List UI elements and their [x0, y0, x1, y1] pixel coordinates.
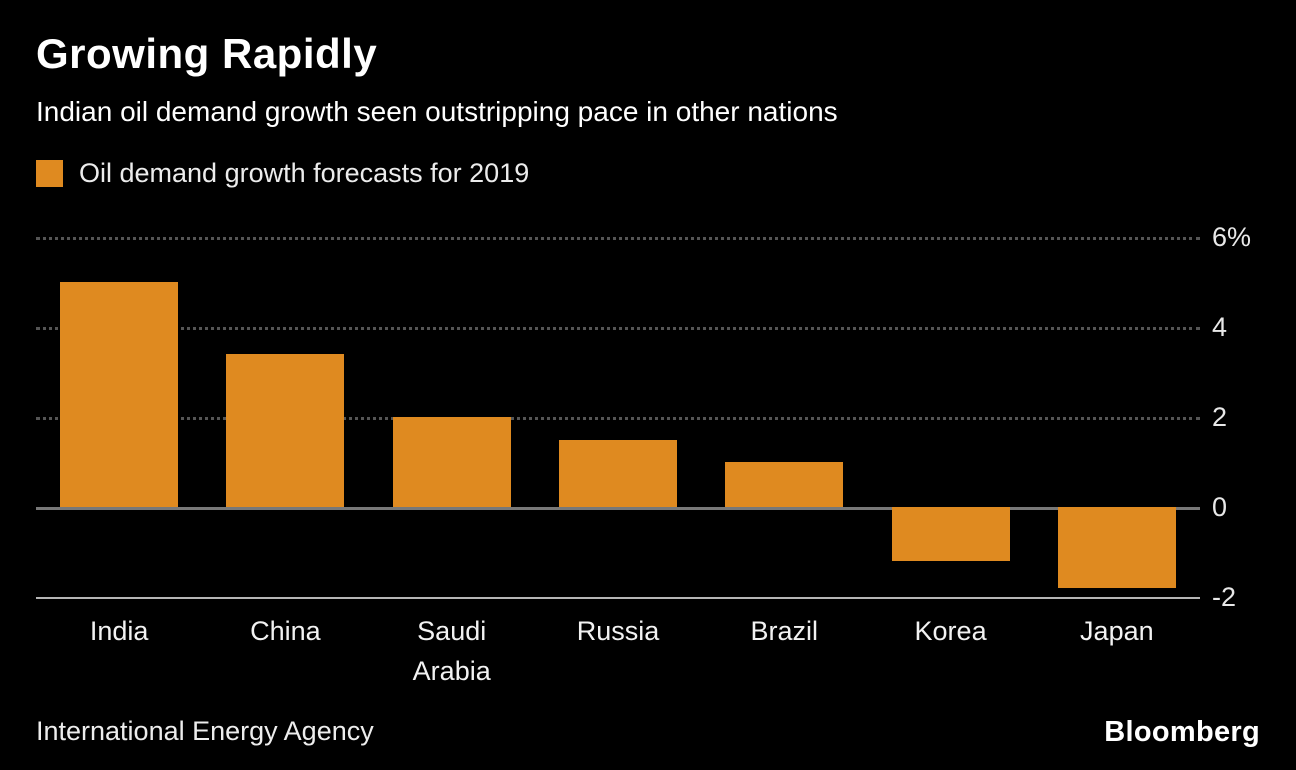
plot-area: [36, 237, 1200, 599]
bar-brazil: [725, 462, 844, 507]
legend-swatch-icon: [36, 160, 63, 187]
x-axis-label-india: India: [89, 616, 149, 646]
gridline-2: [36, 417, 1200, 420]
source-label: International Energy Agency: [36, 716, 374, 746]
y-tick-label-0: 0: [1212, 492, 1228, 522]
legend: Oil demand growth forecasts for 2019: [36, 158, 529, 189]
bloomberg-logo: Bloomberg: [1104, 716, 1260, 748]
bar-korea: [891, 507, 1010, 561]
y-tick-label-6: 6%: [1212, 222, 1252, 252]
chart-subtitle: Indian oil demand growth seen outstrippi…: [36, 96, 838, 127]
bar-saudi-arabia: [392, 417, 511, 507]
gridline-6: [36, 237, 1200, 240]
chart-title: Growing Rapidly: [36, 30, 378, 77]
bar-russia: [559, 439, 677, 507]
x-axis-labels: India China Saudi Arabia Russia Brazil Korea J…: [36, 611, 1200, 701]
gridline-0: [36, 507, 1200, 510]
legend-label: Oil demand growth forecasts for 2019: [79, 158, 530, 188]
x-axis-label-saudi-arabia: Saudi Arabia: [412, 616, 491, 686]
bar-china: [226, 354, 345, 507]
x-axis-label-japan: Japan: [1080, 616, 1154, 646]
x-axis-label-russia: Russia: [576, 616, 660, 646]
gridline--2: [36, 597, 1200, 599]
y-tick-label-2: 2: [1212, 402, 1228, 432]
x-axis-label-china: China: [250, 616, 321, 646]
y-tick-label--2: -2: [1212, 582, 1237, 612]
bar-japan: [1057, 507, 1176, 588]
x-axis-label-korea: Korea: [914, 616, 987, 646]
y-tick-label-4: 4: [1212, 312, 1228, 342]
gridline-4: [36, 327, 1200, 330]
x-axis-label-brazil: Brazil: [750, 616, 819, 646]
bar-india: [60, 282, 179, 507]
